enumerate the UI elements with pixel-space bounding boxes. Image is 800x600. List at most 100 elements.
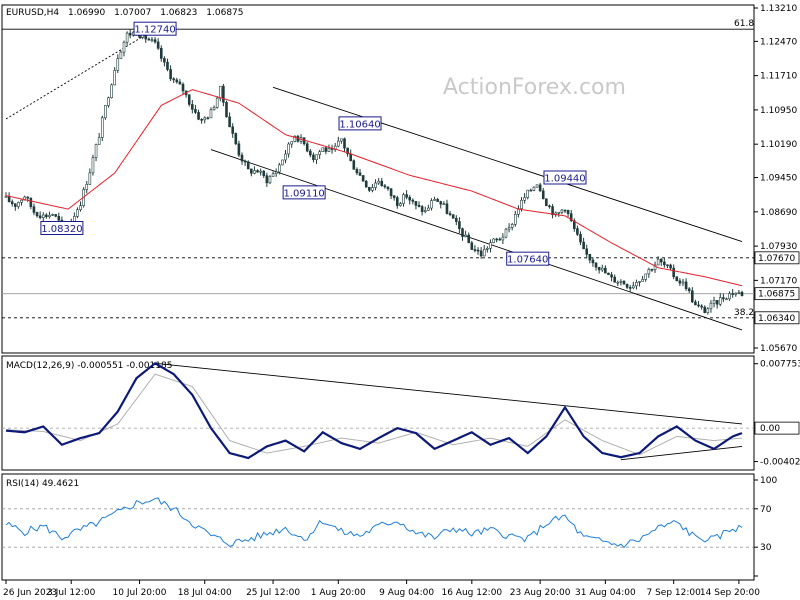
candle-body xyxy=(557,211,561,214)
candle-body xyxy=(166,61,169,70)
candle-body xyxy=(709,302,713,310)
candle-body xyxy=(361,175,365,182)
candle-body xyxy=(597,266,601,271)
candle-body xyxy=(181,83,185,92)
candle-body xyxy=(51,214,54,216)
candle-body xyxy=(315,154,318,160)
candle-body xyxy=(352,160,356,170)
candle-body xyxy=(110,84,113,99)
watermark: ActionForex.com xyxy=(443,75,626,100)
candle-body xyxy=(579,234,582,243)
candle-body xyxy=(408,196,412,201)
candle-body xyxy=(436,199,439,202)
candle-body xyxy=(240,154,244,162)
candle-body xyxy=(234,133,238,145)
macd-trendline xyxy=(155,362,743,425)
candle-body xyxy=(175,79,179,83)
level-label-text: 1.06875 xyxy=(758,290,795,300)
candle-body xyxy=(287,143,290,155)
candle-body xyxy=(439,201,443,205)
candle-body xyxy=(470,242,474,250)
macd-tick-label: 0.007753 xyxy=(760,360,800,370)
candle-body xyxy=(194,109,197,113)
candle-body xyxy=(368,186,371,191)
candle-body xyxy=(318,151,321,155)
candle-body xyxy=(641,279,644,282)
candle-body xyxy=(197,112,200,120)
candle-body xyxy=(349,153,353,161)
rsi-title: RSI(14) 49.4621 xyxy=(6,479,79,489)
candle-body xyxy=(253,170,256,174)
candle-body xyxy=(358,172,362,176)
candle-body xyxy=(250,168,253,174)
candle-body xyxy=(374,182,377,188)
time-tick-label: 18 Jul 04:00 xyxy=(178,588,232,598)
candle-body xyxy=(159,47,163,59)
candle-body xyxy=(722,297,725,300)
swing-label-text: 1.10640 xyxy=(339,119,380,130)
candle-body xyxy=(489,242,492,249)
candle-body xyxy=(731,293,734,295)
candle-body xyxy=(85,184,89,190)
time-tick-label: 9 Aug 04:00 xyxy=(379,588,434,598)
candle-body xyxy=(622,280,626,285)
candle-body xyxy=(293,135,297,142)
candle-body xyxy=(482,249,486,257)
swing-label-text: 1.08320 xyxy=(41,224,82,235)
candle-body xyxy=(718,297,722,305)
symbol: EURUSD,H4 xyxy=(6,8,59,18)
high-value: 1.07007 xyxy=(114,8,151,18)
candle-body xyxy=(262,170,266,176)
macd-signal-line xyxy=(5,373,743,456)
candle-body xyxy=(243,160,247,163)
candle-body xyxy=(607,272,610,275)
candle-body xyxy=(231,126,235,134)
time-tick-label: 7 Sep 12:00 xyxy=(646,588,701,598)
candle-body xyxy=(535,184,539,188)
candle-body xyxy=(666,264,669,267)
channel-trendline xyxy=(5,28,156,120)
candle-body xyxy=(451,214,455,219)
candle-body xyxy=(222,85,225,103)
candle-body xyxy=(486,248,489,250)
candle-body xyxy=(417,205,421,207)
candle-body xyxy=(526,189,530,198)
close-value: 1.06875 xyxy=(206,8,243,18)
candle-body xyxy=(54,214,57,217)
candle-body xyxy=(501,236,505,241)
candle-body xyxy=(104,105,107,119)
candle-body xyxy=(445,203,449,214)
candle-body xyxy=(737,291,741,294)
candle-body xyxy=(616,281,620,284)
candle-body xyxy=(504,228,508,238)
candle-body xyxy=(684,281,688,290)
candle-body xyxy=(212,107,216,110)
candle-body xyxy=(312,154,315,160)
candle-body xyxy=(532,186,536,191)
time-tick-label: 16 Aug 12:00 xyxy=(441,588,502,598)
price-tick-label: 1.08690 xyxy=(760,208,797,218)
candle-body xyxy=(355,169,359,174)
candle-body xyxy=(420,206,424,212)
candle-body xyxy=(582,241,585,250)
candle-body xyxy=(10,201,14,205)
candle-body xyxy=(548,205,551,208)
candle-body xyxy=(706,308,710,314)
candle-body xyxy=(734,292,738,295)
candle-body xyxy=(560,209,564,213)
candle-body xyxy=(588,254,592,261)
candle-body xyxy=(715,300,719,305)
candle-body xyxy=(604,267,607,274)
candle-body xyxy=(340,138,343,142)
candle-body xyxy=(4,196,8,198)
rsi-tick-label: 100 xyxy=(760,476,777,486)
candle-body xyxy=(740,291,744,296)
macd-zero-label: 0.00 xyxy=(760,424,780,434)
candle-body xyxy=(116,58,120,71)
candle-body xyxy=(163,58,166,63)
candle-body xyxy=(228,116,231,128)
time-tick-label: 14 Sep 20:00 xyxy=(700,588,760,598)
swing-label-text: 1.09440 xyxy=(544,174,585,185)
candle-body xyxy=(523,197,526,201)
macd-line xyxy=(5,361,743,460)
